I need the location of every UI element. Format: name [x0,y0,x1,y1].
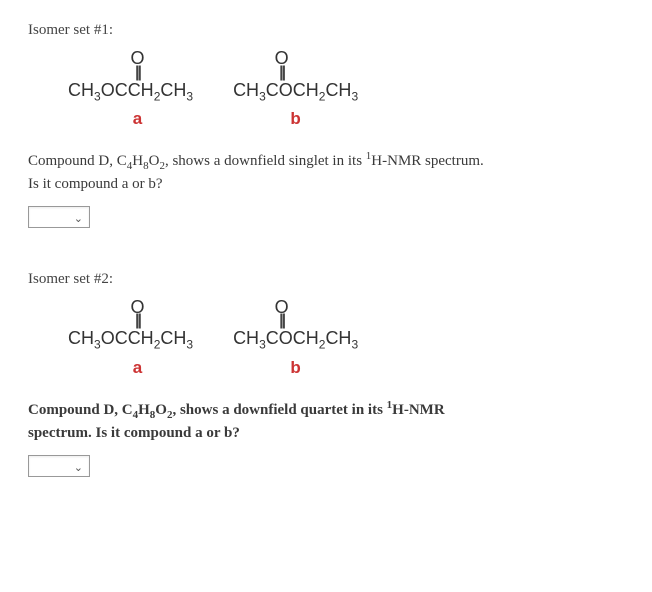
set1-isomer-b: O || CH3COCH2CH3 b [233,46,358,131]
question-text: Compound D, C4H8O2, shows a downfield si… [28,153,484,169]
double-bond-icon: || [135,69,140,77]
answer-select-2[interactable]: ⌄ [28,455,90,477]
label-b: b [290,108,300,131]
set2-question: Compound D, C4H8O2, shows a downfield qu… [28,398,624,443]
answer-select-1[interactable]: ⌄ [28,206,90,228]
label-b: b [290,357,300,380]
question-line2: spectrum. Is it compound a or b? [28,425,240,441]
double-bond-icon: || [279,317,284,325]
set2-title: Isomer set #2: [28,269,624,289]
set2-isomers-row: O || CH3OCCH2CH3 a O || CH3COCH2CH3 b [68,295,624,380]
formula-b: CH3COCH2CH3 [233,78,358,105]
formula-a: CH3OCCH2CH3 [68,78,193,105]
set1-question: Compound D, C4H8O2, shows a downfield si… [28,149,624,194]
chevron-down-icon: ⌄ [74,461,83,476]
double-bond-icon: || [279,69,284,77]
label-a: a [133,108,142,131]
set2-isomer-b: O || CH3COCH2CH3 b [233,295,358,380]
set2-isomer-a: O || CH3OCCH2CH3 a [68,295,193,380]
set1-title: Isomer set #1: [28,20,624,40]
set1-isomers-row: O || CH3OCCH2CH3 a O || CH3COCH2CH3 b [68,46,624,131]
label-a: a [133,357,142,380]
question-text: Compound D, C4H8O2, shows a downfield qu… [28,402,445,418]
double-bond-icon: || [135,317,140,325]
chevron-down-icon: ⌄ [74,212,83,227]
question-line2: Is it compound a or b? [28,176,163,192]
isomer-set-2: Isomer set #2: O || CH3OCCH2CH3 a O || C… [28,269,624,484]
isomer-set-1: Isomer set #1: O || CH3OCCH2CH3 a O || C… [28,20,624,235]
formula-a: CH3OCCH2CH3 [68,326,193,353]
formula-b: CH3COCH2CH3 [233,326,358,353]
set1-isomer-a: O || CH3OCCH2CH3 a [68,46,193,131]
